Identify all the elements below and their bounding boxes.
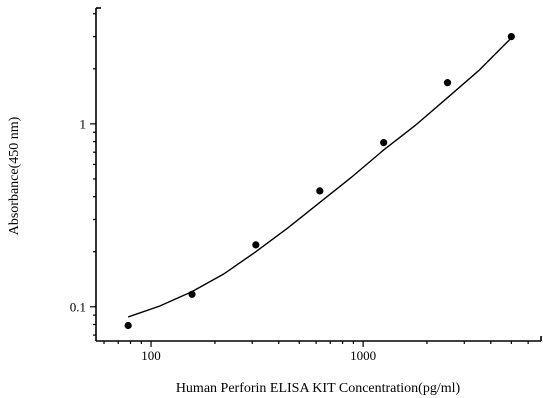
x-axis <box>96 336 542 342</box>
y-tick-label: 1 <box>80 116 87 131</box>
fit-curve <box>127 37 512 318</box>
y-axis <box>95 7 101 341</box>
data-point <box>443 79 452 87</box>
y-axis-title: Absorbance(450 nm) <box>7 116 22 235</box>
data-point <box>316 187 324 195</box>
data-point <box>124 321 132 330</box>
ticks-layer: 100 1000 0.1 1 <box>70 13 529 363</box>
x-tick-label: 100 <box>141 348 161 363</box>
data-point <box>507 32 515 41</box>
x-axis-title: Human Perforin ELISA KIT Concentration(p… <box>176 381 461 396</box>
data-point <box>252 241 260 249</box>
y-tick-label: 0.1 <box>70 299 86 314</box>
data-point <box>188 290 196 298</box>
x-tick-label: 1000 <box>350 348 376 363</box>
data-point <box>380 138 388 147</box>
data-points <box>124 32 515 330</box>
